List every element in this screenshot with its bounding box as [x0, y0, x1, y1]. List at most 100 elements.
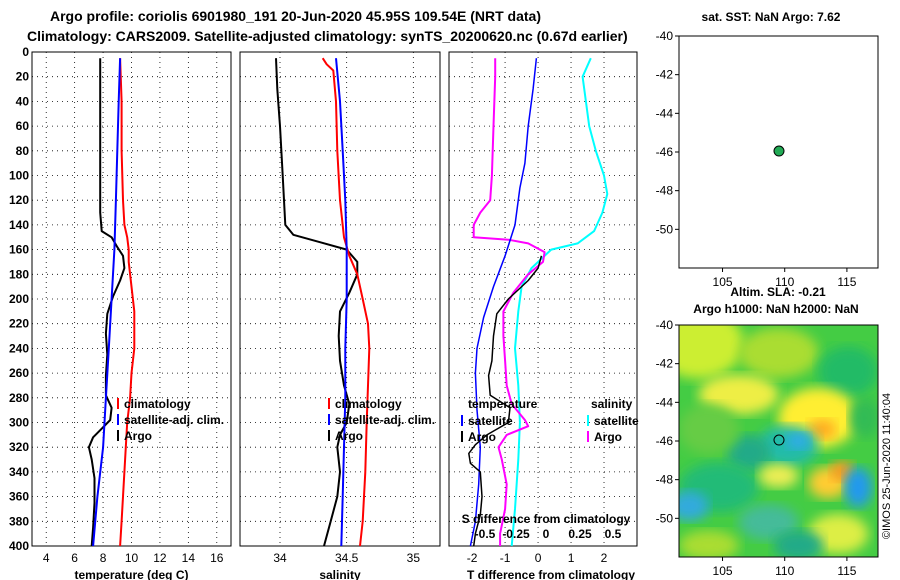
- legend-label: Argo: [335, 429, 363, 443]
- x-tick-label: 14: [182, 551, 196, 565]
- y-tick-label: -46: [656, 434, 674, 448]
- y-tick-label: 80: [16, 144, 30, 158]
- y-tick-label: -42: [656, 68, 674, 82]
- legend-label: satellite: [468, 414, 513, 428]
- panel-sst_map: -40 -42 -44 -46 -48 -50 105 110 115: [656, 29, 879, 289]
- series-satellite-adj-clim-: [335, 58, 348, 547]
- imos-stamp: ©IMOS 25-Jun-2020 11:40:04: [881, 393, 893, 539]
- x-tick-label: 35: [407, 551, 421, 565]
- x-tick-label: 10: [125, 551, 139, 565]
- legend-label: Argo: [468, 430, 496, 444]
- argo-position-marker: [773, 434, 785, 446]
- x-tick-label: 105: [713, 275, 733, 289]
- series-argo: [87, 58, 126, 547]
- heatmap-blob: [849, 397, 878, 438]
- x-tick-label: -2: [467, 551, 478, 565]
- y-tick-label: 180: [9, 267, 29, 281]
- legend-label: satellite-adj. clim.: [335, 413, 435, 427]
- panel-salinity: 34 34.5 35 salinity: [239, 51, 441, 580]
- x-tick-label: 1: [568, 551, 575, 565]
- x-tick-label: 16: [210, 551, 224, 565]
- heatmap-blob: [726, 434, 771, 471]
- series-satellite-adj-clim-: [92, 58, 122, 547]
- legend-label: satellite-adj. clim.: [124, 413, 224, 427]
- legend-label: climatology: [124, 397, 191, 411]
- top-x-tick-label: 0: [543, 527, 550, 541]
- x-axis-label: temperature (deg C): [74, 568, 188, 580]
- heatmap-field: [679, 325, 878, 557]
- y-tick-label: 400: [9, 539, 29, 553]
- heatmap-blob: [786, 433, 811, 449]
- y-tick-label: -50: [656, 222, 674, 236]
- legend-title: temperature: [468, 397, 538, 411]
- y-tick-label: 300: [9, 416, 29, 430]
- x-tick-label: 2: [601, 551, 608, 565]
- heatmap-blob: [844, 467, 873, 508]
- legend-label: climatology: [335, 397, 402, 411]
- y-tick-label: -44: [656, 106, 674, 120]
- plot-frame: [448, 51, 638, 547]
- y-tick-label: -48: [656, 473, 674, 487]
- x-tick-label: 4: [43, 551, 50, 565]
- y-tick-label: 280: [9, 391, 29, 405]
- x-tick-label: 6: [71, 551, 78, 565]
- sst-map-title: sat. SST: NaN Argo: 7.62: [702, 10, 841, 24]
- heatmap-blob: [738, 504, 799, 541]
- y-tick-label: 200: [9, 292, 29, 306]
- y-tick-label: 360: [9, 490, 29, 504]
- x-tick-label: 12: [153, 551, 167, 565]
- y-tick-label: 20: [16, 70, 30, 84]
- top-x-axis-label: S difference from climatology: [462, 512, 631, 526]
- series-satellite-s-: [510, 57, 609, 547]
- heatmap-blob: [818, 346, 878, 397]
- y-tick-label: -42: [656, 357, 674, 371]
- top-x-tick-label: -0.25: [502, 527, 530, 541]
- y-tick-label: 380: [9, 514, 29, 528]
- x-tick-label: 110: [775, 564, 794, 578]
- heatmap-blob: [679, 404, 739, 455]
- series-argo-t-: [468, 255, 543, 547]
- y-tick-label: 0: [22, 45, 29, 59]
- panel-sla_map: -40 -42 -44 -46 -48 -50 105 110 115: [656, 318, 879, 578]
- y-tick-label: 320: [9, 440, 29, 454]
- heatmap-blob: [698, 374, 779, 415]
- y-tick-label: -50: [656, 511, 674, 525]
- y-tick-label: 240: [9, 341, 29, 355]
- y-tick-label: -40: [656, 29, 674, 43]
- title-line-1: Argo profile: coriolis 6901980_191 20-Ju…: [50, 8, 541, 24]
- x-tick-label: 115: [837, 275, 856, 289]
- argo-position-marker: [773, 145, 785, 157]
- legend-label: Argo: [124, 429, 152, 443]
- heatmap-blob: [758, 463, 799, 488]
- series-satellite-t-: [469, 58, 538, 547]
- series-climatology: [119, 58, 136, 547]
- y-tick-label: -44: [656, 395, 674, 409]
- y-tick-label: 100: [9, 169, 29, 183]
- y-tick-label: 140: [9, 218, 29, 232]
- x-tick-label: 110: [775, 275, 794, 289]
- panel-temperature: 0 20 40 60 80 100 120 140 160 180 200 220 240 260 280 3…: [9, 45, 232, 580]
- series-argo-s-: [472, 58, 546, 546]
- y-tick-label: 60: [16, 119, 30, 133]
- panel-difference: -2 -1 0 1 2 T difference from climatology: [448, 51, 638, 580]
- plot-frame: [31, 51, 232, 547]
- y-tick-label: 120: [9, 193, 29, 207]
- heatmap-blob: [773, 530, 824, 557]
- x-axis-label: T difference from climatology: [467, 568, 635, 580]
- top-x-tick-label: -0.5: [475, 527, 496, 541]
- y-tick-label: 40: [16, 94, 30, 108]
- x-tick-label: 105: [713, 564, 733, 578]
- legend-label: satellite: [594, 414, 639, 428]
- title-line-2: Climatology: CARS2009. Satellite-adjuste…: [27, 28, 628, 44]
- heatmap-blob: [679, 490, 709, 521]
- series-argo: [275, 58, 359, 547]
- x-tick-label: 8: [100, 551, 107, 565]
- legend-label: Argo: [594, 430, 622, 444]
- y-tick-label: 220: [9, 317, 29, 331]
- top-x-tick-label: 0.5: [605, 527, 622, 541]
- x-axis-label: salinity: [319, 568, 361, 580]
- x-tick-label: -1: [500, 551, 511, 565]
- top-x-tick-label: 0.25: [568, 527, 592, 541]
- sla-title-line-2: Argo h1000: NaN h2000: NaN: [693, 302, 858, 316]
